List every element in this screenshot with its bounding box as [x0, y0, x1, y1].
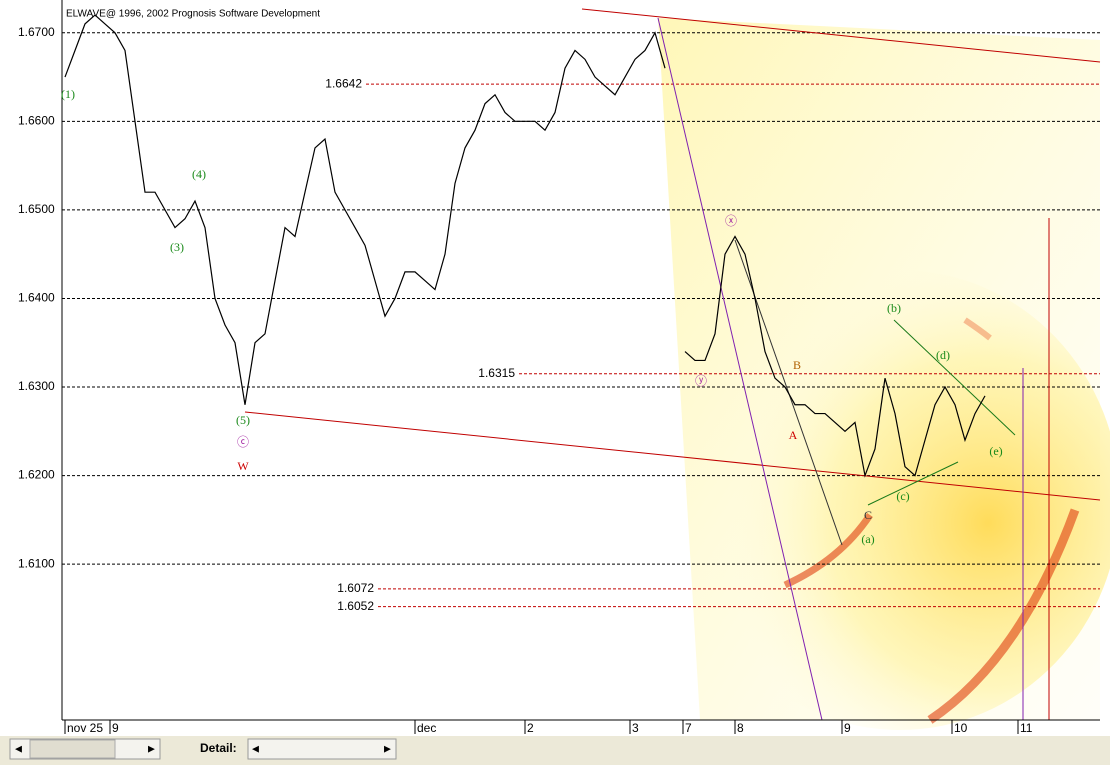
x-tick-label: nov 25: [67, 721, 103, 735]
x-tick-label: 10: [954, 721, 968, 735]
wave-label: (a): [861, 532, 874, 546]
x-tick-label: dec: [417, 721, 436, 735]
wave-label: (c): [896, 489, 909, 503]
price-line: [684, 235, 986, 478]
scroll-thumb[interactable]: [29, 739, 116, 759]
x-tick-label: 9: [844, 721, 851, 735]
x-tick-label: 11: [1020, 721, 1033, 735]
wave-label: (3): [170, 240, 184, 254]
y-tick-label: 1.6500: [18, 202, 55, 216]
x-tick-label: 7: [685, 721, 692, 735]
x-tick-label: 9: [112, 721, 119, 735]
y-tick-label: 1.6200: [18, 468, 55, 482]
wave-label: (5): [236, 413, 250, 427]
wave-label: ⓒ: [237, 435, 249, 449]
wave-label: W: [237, 459, 249, 473]
x-tick-label: 3: [632, 721, 639, 735]
y-tick-label: 1.6700: [18, 25, 55, 39]
trend-line: [657, 17, 823, 721]
price-line: [64, 14, 666, 405]
x-tick-label: 2: [527, 721, 534, 735]
wave-label: A: [789, 428, 798, 442]
channel-line: [581, 8, 1101, 63]
scroll-bar-area: [0, 736, 1110, 765]
wave-label: (e): [989, 444, 1002, 458]
wave-label: (b): [887, 301, 901, 315]
level-label: 1.6642: [325, 76, 362, 90]
y-tick-label: 1.6600: [18, 114, 55, 128]
level-label: 1.6315: [478, 366, 515, 380]
wave-label: ⓧ: [725, 214, 737, 228]
copyright: ELWAVE@ 1996, 2002 Prognosis Software De…: [66, 9, 320, 20]
target-zone: [927, 508, 1080, 724]
wave-label: (1): [61, 87, 75, 101]
y-tick-label: 1.6100: [18, 556, 55, 570]
arrow-right[interactable]: ▶: [384, 743, 391, 753]
wave-label: B: [793, 358, 801, 372]
detail-label: Detail:: [200, 741, 237, 755]
grid: [62, 32, 1100, 608]
y-tick-label: 1.6300: [18, 379, 55, 393]
triangle-line: [867, 461, 959, 506]
arrow-left[interactable]: ◀: [252, 743, 259, 753]
detail-slider[interactable]: [247, 738, 397, 760]
projection-glow: [680, 270, 1110, 730]
level-label: 1.6072: [337, 581, 374, 595]
wave-label: (4): [192, 167, 206, 181]
y-tick-label: 1.6400: [18, 291, 55, 305]
wave-label: (d): [936, 348, 950, 362]
triangle-line: [893, 319, 1016, 436]
target-zone: [963, 317, 992, 341]
arrow-right[interactable]: ▶: [148, 743, 155, 753]
wave-label: ⓨ: [695, 374, 707, 388]
arrow-left[interactable]: ◀: [15, 743, 22, 753]
plot: [64, 14, 986, 478]
target-zone: [783, 513, 873, 589]
level-label: 1.6052: [337, 599, 374, 613]
wave-label: C: [864, 508, 872, 522]
x-tick-label: 8: [737, 721, 744, 735]
channel-line: [244, 411, 1101, 501]
